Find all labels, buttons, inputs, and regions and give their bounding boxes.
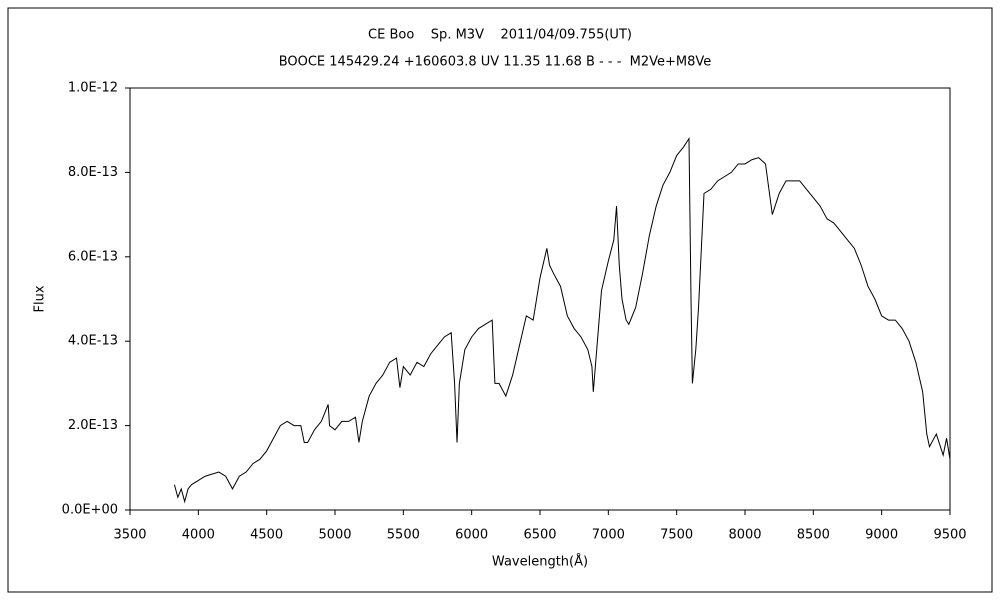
y-tick-label: 2.0E-13 xyxy=(68,418,118,433)
y-tick-label: 0.0E+00 xyxy=(62,503,118,518)
x-tick-label: 4500 xyxy=(250,528,283,543)
x-tick-label: 5500 xyxy=(387,528,420,543)
y-axis-label: Flux xyxy=(33,285,48,312)
y-tick-label: 4.0E-13 xyxy=(68,334,118,349)
y-tick-label: 8.0E-13 xyxy=(68,165,118,180)
x-tick-label: 7500 xyxy=(660,528,693,543)
x-tick-label: 6500 xyxy=(523,528,556,543)
x-tick-label: 9000 xyxy=(865,528,898,543)
x-tick-label: 6000 xyxy=(455,528,488,543)
x-tick-label: 8500 xyxy=(797,528,830,543)
y-tick-label: 6.0E-13 xyxy=(68,249,118,264)
spectrum-line xyxy=(173,136,951,504)
chart-frame xyxy=(7,7,993,593)
chart-title: CE Boo Sp. M3V 2011/04/09.755(UT) xyxy=(368,28,632,43)
x-tick-label: 3500 xyxy=(113,528,146,543)
x-tick-label: 7000 xyxy=(592,528,625,543)
y-tick-label: 1.0E-12 xyxy=(68,81,118,96)
x-tick-label: 4000 xyxy=(182,528,215,543)
x-axis-label: Wavelength(Å) xyxy=(492,554,588,570)
chart-subtitle: BOOCE 145429.24 +160603.8 UV 11.35 11.68… xyxy=(279,55,712,70)
x-tick-label: 9500 xyxy=(933,528,966,543)
x-tick-label: 5000 xyxy=(318,528,351,543)
x-tick-label: 8000 xyxy=(728,528,761,543)
